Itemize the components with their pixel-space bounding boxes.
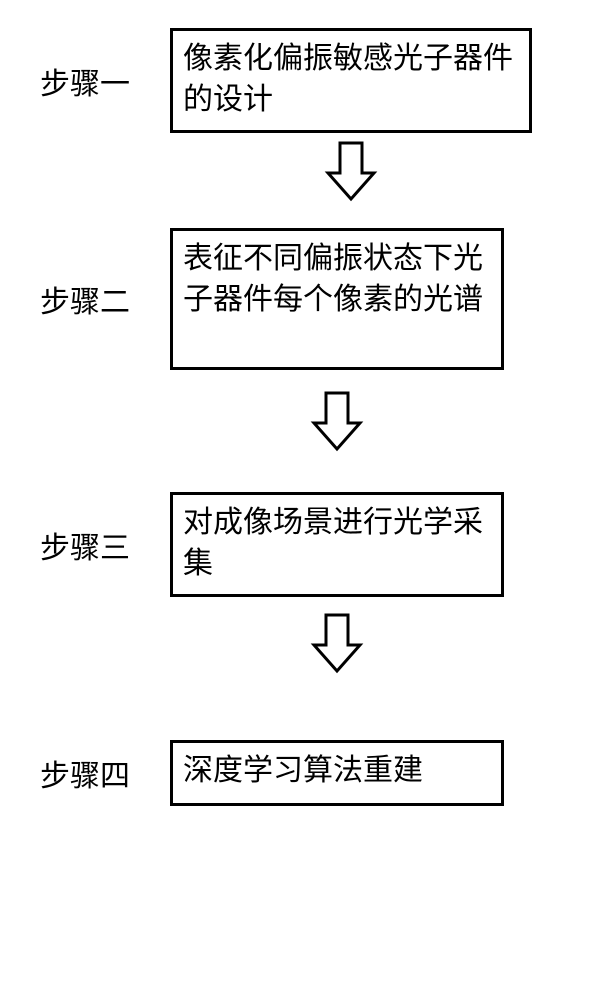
down-arrow-icon xyxy=(307,390,367,452)
down-arrow-icon xyxy=(307,612,367,674)
step-label-2: 步骤二 xyxy=(0,277,170,321)
step-row-2: 步骤二 表征不同偏振状态下光子器件每个像素的光谱 xyxy=(0,228,613,370)
step-box-3: 对成像场景进行光学采集 xyxy=(170,492,504,597)
arrow-3 xyxy=(0,612,613,674)
arrow-2 xyxy=(0,390,613,452)
step-box-1: 像素化偏振敏感光子器件的设计 xyxy=(170,28,532,133)
step-label-4: 步骤四 xyxy=(0,751,170,795)
step-row-1: 步骤一 像素化偏振敏感光子器件的设计 xyxy=(0,28,613,133)
step-label-1: 步骤一 xyxy=(0,59,170,103)
arrow-1 xyxy=(0,140,613,202)
step-row-3: 步骤三 对成像场景进行光学采集 xyxy=(0,492,613,597)
step-label-3: 步骤三 xyxy=(0,523,170,567)
step-row-4: 步骤四 深度学习算法重建 xyxy=(0,740,613,806)
step-box-4: 深度学习算法重建 xyxy=(170,740,504,806)
down-arrow-icon xyxy=(321,140,381,202)
step-box-2: 表征不同偏振状态下光子器件每个像素的光谱 xyxy=(170,228,504,370)
